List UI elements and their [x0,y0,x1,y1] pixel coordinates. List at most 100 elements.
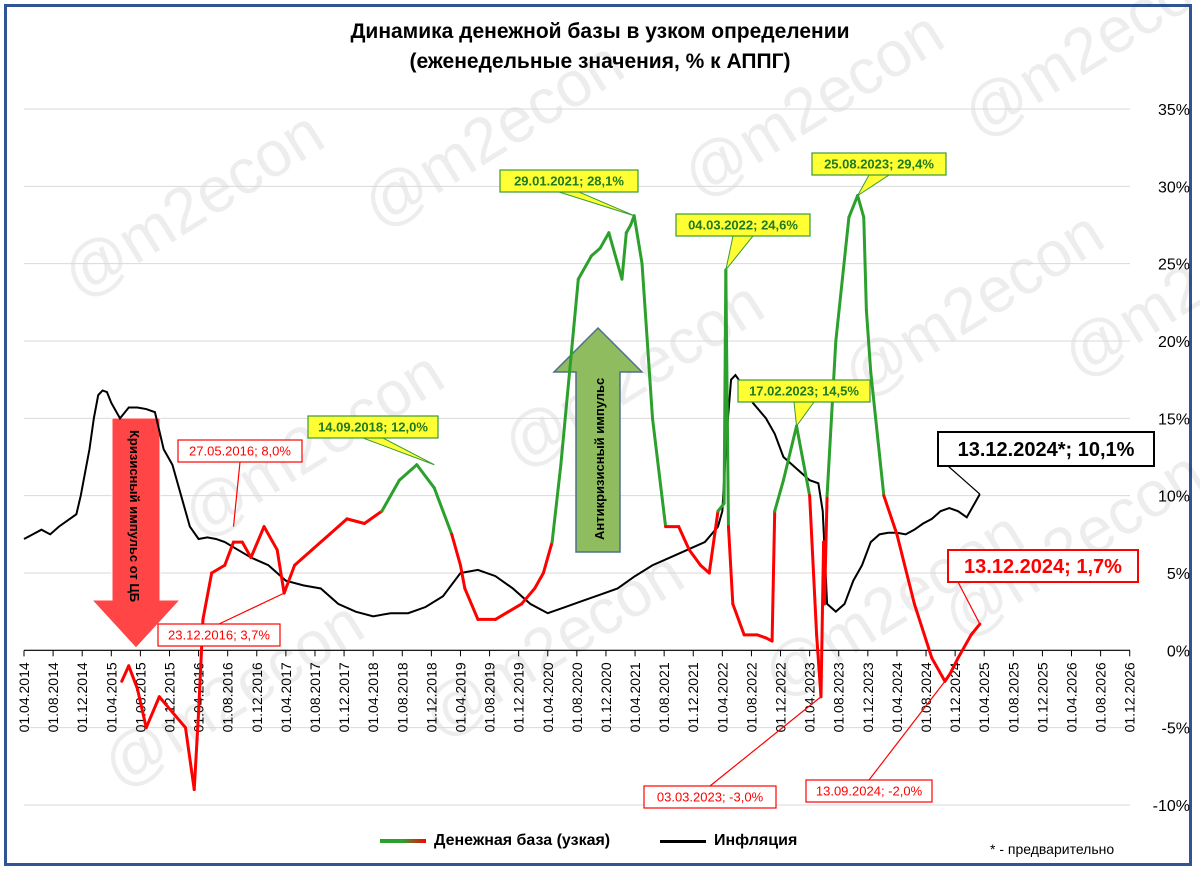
x-tick-label: 01.12.2018 [423,662,439,732]
series-segment-money-base [223,540,236,567]
x-tick-label: 01.12.2014 [74,662,90,732]
series-segment-money-base [463,586,480,621]
series-segment-money-base [862,215,868,312]
series-segment-money-base [157,695,174,714]
annotation: 13.12.2024*; 10,1% [937,431,1155,495]
y-tick-label: 5% [1167,566,1190,583]
series-segment-money-base [192,710,201,792]
annotation: 23.12.2016; 3,7% [157,592,285,647]
y-tick-label: 30% [1158,179,1190,196]
series-segment-money-base [864,308,873,374]
series-segment-money-base [541,540,554,575]
y-tick-label: 0% [1167,643,1190,660]
x-tick-label: 01.08.2024 [918,662,934,732]
preliminary-note: * - предварительно [990,841,1115,857]
annotation: 03.03.2023; -3,0% [643,696,822,809]
annotation-box [157,623,281,647]
series-segment-money-base [210,563,227,575]
watermark-text: @m2econ [349,26,635,242]
x-tick-label: 01.08.2022 [743,662,759,732]
annotation-label: 13.12.2024*; 10,1% [958,439,1135,461]
series-segment-money-base [882,494,899,536]
annotation-pointer [793,401,815,428]
series-segment-money-base [249,525,266,560]
series-segment-money-base [869,370,886,498]
series-segment-money-base [493,610,510,621]
series-segment-money-base [598,231,611,250]
legend-item-inflation: Инфляция [660,832,797,850]
annotation-leader [709,696,822,787]
x-tick-label: 01.08.2017 [307,662,323,732]
series-segment-money-base [120,664,131,683]
series-segment-money-base [724,268,730,529]
series-money-base [120,194,982,792]
series-segment-money-base [620,231,628,281]
series-segment-money-base [770,509,777,643]
series-segment-money-base [432,486,454,536]
x-tick-label: 01.04.2019 [452,662,468,732]
x-tick-label: 01.04.2020 [540,662,556,732]
series-segment-money-base [275,548,286,595]
y-tick-label: 10% [1158,489,1190,506]
series-segment-money-base [943,672,952,683]
annotation-box [643,785,777,809]
series-segment-money-base [948,656,960,676]
series-segment-money-base [825,339,838,498]
x-tick-label: 01.04.2014 [16,662,32,732]
series-segment-money-base [856,194,866,219]
x-tick-label: 01.08.2018 [394,662,410,732]
x-tick-label: 01.12.2019 [511,662,527,732]
series-segment-money-base [262,525,279,552]
series-segment-money-base [201,571,214,621]
series-segment-money-base [589,246,602,258]
series-segment-money-base [912,602,934,660]
x-tick-label: 01.04.2021 [627,662,643,732]
y-tick-label: 35% [1158,102,1190,119]
annotation-box [805,779,933,803]
series-segment-money-base [328,517,349,536]
y-tick-label: 25% [1158,257,1190,274]
x-tick-label: 01.12.2017 [336,662,352,732]
series-segment-money-base [559,370,572,467]
series-segment-money-base [822,494,829,606]
annotation-pointer [857,174,891,197]
series-segment-money-base [781,424,799,482]
series-segment-money-base [773,478,785,513]
x-tick-label: 01.12.2021 [685,662,701,732]
x-tick-label: 01.04.2015 [103,662,119,732]
annotation-label: 25.08.2023; 29,4% [824,157,934,172]
series-segment-money-base [362,509,384,526]
annotation-label: 29.01.2021; 28,1% [514,174,624,189]
annotation-box [811,152,947,176]
series-segment-money-base [930,656,947,683]
annotation-box [737,379,871,403]
series-segment-money-base [310,532,332,552]
x-tick-label: 01.08.2020 [569,662,585,732]
legend-label-money-base: Денежная база (узкая) [434,832,611,849]
annotation-box [675,213,811,237]
series-segment-money-base [293,548,314,567]
x-tick-label: 01.12.2023 [860,662,876,732]
x-tick-label: 01.08.2021 [656,662,672,732]
annotation: 13.12.2024; 1,7% [947,549,1139,625]
annotation-label: 14.09.2018; 12,0% [318,420,428,435]
x-tick-label: 01.08.2025 [1005,662,1021,732]
x-tick-label: 01.08.2026 [1093,662,1109,732]
legend-item-money-base: Денежная база (узкая) [380,832,610,850]
series-segment-money-base [726,525,735,606]
annotation-label: 03.03.2023; -3,0% [657,790,764,805]
series-segment-money-base [895,532,916,606]
annotation-label: 23.12.2016; 3,7% [168,628,270,643]
series-segment-money-base [397,463,419,482]
annotation-leader [218,592,285,625]
x-tick-label: 01.08.2014 [45,662,61,732]
annotation: 27.05.2016; 8,0% [177,439,303,527]
y-tick-label: -5% [1162,721,1190,738]
series-segment-money-base [506,602,524,614]
x-tick-label: 01.04.2018 [365,662,381,732]
series-segment-money-base [135,687,148,730]
y-tick-label: 15% [1158,411,1190,428]
annotation-label: 13.09.2024; -2,0% [816,784,923,799]
annotation-pointer [558,191,635,217]
